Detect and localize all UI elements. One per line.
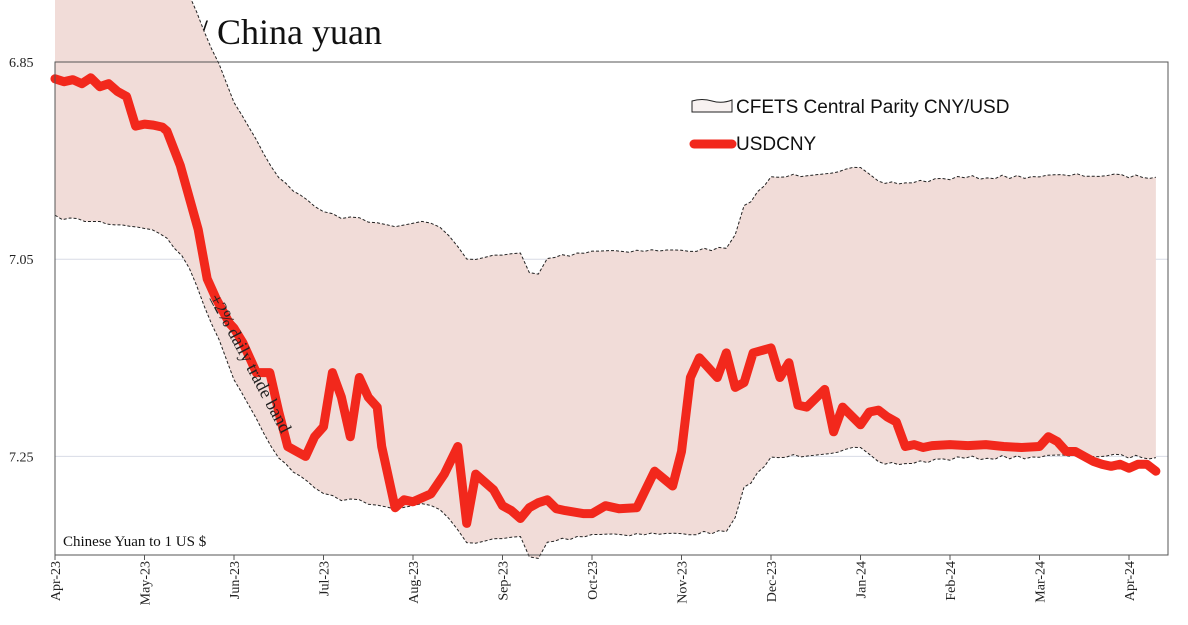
legend-label-band: CFETS Central Parity CNY/USD xyxy=(736,97,1009,118)
x-tick-label: Sep-23 xyxy=(497,561,512,601)
trade-band-area xyxy=(55,0,1156,559)
usdcny-line xyxy=(50,73,1161,528)
x-tick-label: Jun-23 xyxy=(228,561,243,599)
x-tick-label: Mar-24 xyxy=(1034,561,1049,603)
y-tick-label: 7.25 xyxy=(9,450,34,465)
x-tick-label: Jan-24 xyxy=(855,561,870,598)
trade-band-lower-edge xyxy=(54,214,1156,560)
legend: CFETS Central Parity CNY/USD USDCNY xyxy=(689,97,1009,155)
x-tick-label: Aug-23 xyxy=(407,561,422,604)
x-tick-label: Apr-24 xyxy=(1123,561,1138,601)
trade-band-upper-edge xyxy=(190,0,1156,275)
x-axis-ticks: Apr-23 May-23 Jun-23 Jul-23 Aug-23 Sep-23 Oct-… xyxy=(49,555,1138,605)
x-tick-label: Oct-23 xyxy=(586,561,601,600)
legend-swatch-band xyxy=(691,99,733,113)
y-axis-ticks: 6.85 7.05 7.25 xyxy=(9,56,34,465)
x-tick-label: Jul-23 xyxy=(318,561,333,596)
x-tick-label: Feb-24 xyxy=(944,561,959,601)
plot-frame xyxy=(54,61,1169,556)
axis-note: Chinese Yuan to 1 US $ xyxy=(63,534,207,550)
legend-label-usdcny: USDCNY xyxy=(736,134,817,155)
x-tick-label: May-23 xyxy=(139,561,154,605)
x-tick-label: Dec-23 xyxy=(765,561,780,602)
y-tick-label: 7.05 xyxy=(9,253,34,268)
x-tick-label: Apr-23 xyxy=(49,561,64,601)
x-tick-label: Nov-23 xyxy=(676,561,691,604)
y-tick-label: 6.85 xyxy=(9,56,34,71)
